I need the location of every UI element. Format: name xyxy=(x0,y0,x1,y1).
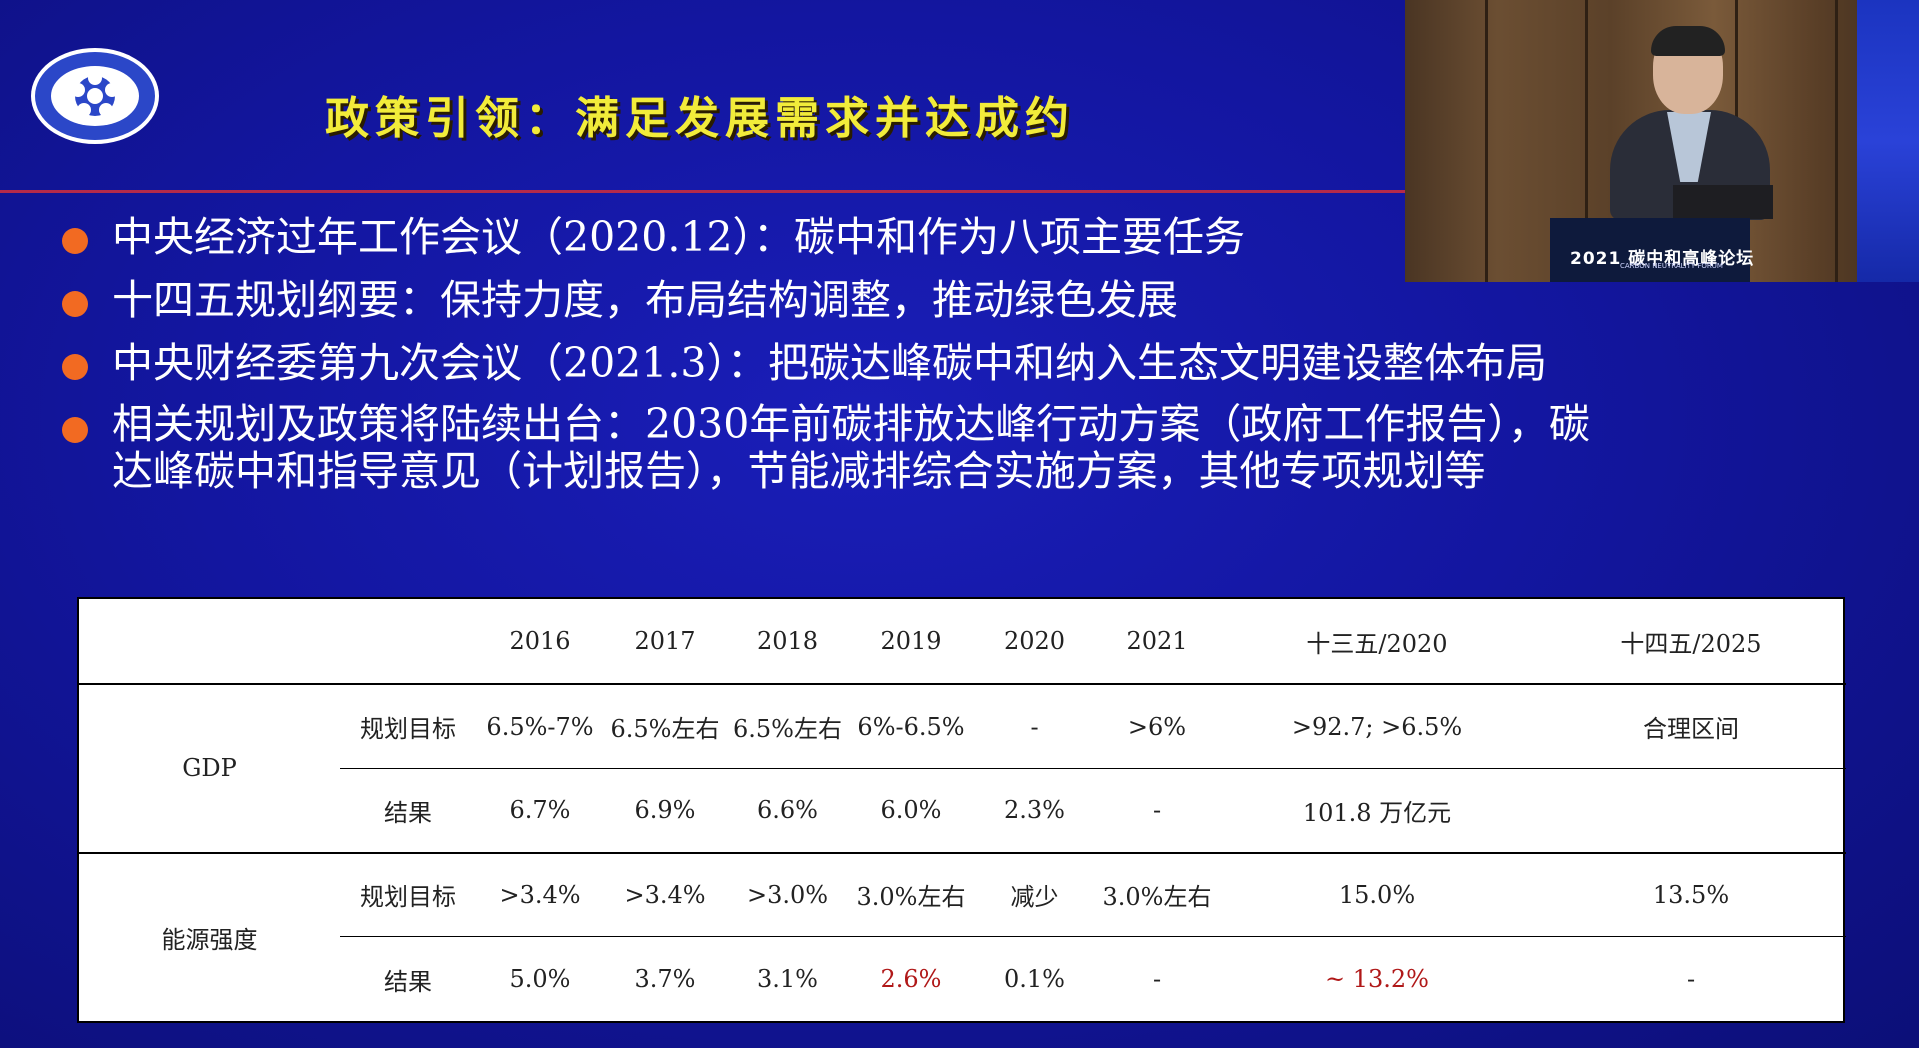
bullet-text-continued: 达峰碳中和指导意见（计划报告），节能减排综合实施方案，其他专项规划等 xyxy=(112,447,1486,495)
table-cell: 3.1% xyxy=(757,965,818,994)
row-label: 规划目标 xyxy=(340,684,476,769)
header-cell: 十三五/2020 xyxy=(1218,599,1536,686)
header-cell: 2018 xyxy=(726,599,849,686)
table-cell: 3.7% xyxy=(634,965,696,994)
table-cell: 6.6% xyxy=(726,768,849,854)
table-cell: 3.0%左右 xyxy=(1096,852,1218,938)
table-cell: 6.5%左右 xyxy=(726,684,849,769)
table-cell xyxy=(1536,768,1846,854)
table-cell: 2.3% xyxy=(973,768,1096,854)
table-cell: 15.0% xyxy=(1218,852,1536,938)
header-cell: 2017 xyxy=(604,599,726,686)
table-cell: 6.5%左右 xyxy=(604,684,726,769)
slide-title: 政策引领：满足发展需求并达成约 xyxy=(325,93,1075,144)
targets-table: 2016 2017 2018 2019 2020 2021 十三五/2020 十… xyxy=(79,599,1846,1021)
header-cell: 2019 xyxy=(849,599,973,686)
table-cell: 6.5%-7% xyxy=(476,684,604,769)
speaker-hair xyxy=(1651,26,1725,56)
bullet-item: 中央财经委第九次会议（2021.3）：把碳达峰碳中和纳入生态文明建设整体布局 xyxy=(60,338,1860,389)
bullet-item: 中央经济过年工作会议（2020.12）：碳中和作为八项主要任务 xyxy=(60,212,1860,263)
bullet-text: 相关规划及政策将陆续出台：2030年前碳排放达峰行动方案（政府工作报告），碳 xyxy=(112,400,1590,448)
bullet-dot-icon xyxy=(62,228,88,254)
bullet-dot-icon xyxy=(62,417,88,443)
table-cell-highlight: 2.6% xyxy=(880,965,942,994)
group-label: GDP xyxy=(79,684,340,854)
header-cell-empty xyxy=(340,599,476,686)
table-cell: 6%-6.5% xyxy=(849,684,973,769)
table-row: GDP 规划目标 6.5%-7% 6.5%左右 6.5%左右 6%-6.5% -… xyxy=(79,684,1846,854)
table-cell: >3.4% xyxy=(476,852,604,938)
table-cell: >3.4% xyxy=(604,852,726,938)
table-cell: 减少 xyxy=(973,852,1096,938)
wall-panel xyxy=(1585,0,1588,282)
table-cell: - xyxy=(1686,965,1696,994)
table-cell: 6.9% xyxy=(604,768,726,854)
podium-banner-text: 2021 碳中和高峰论坛 xyxy=(1570,249,1755,269)
row-label: 规划目标 xyxy=(340,852,476,938)
title-divider xyxy=(0,190,1919,193)
bullet-item: 相关规划及政策将陆续出台：2030年前碳排放达峰行动方案（政府工作报告），碳 达… xyxy=(60,401,1860,495)
table-row: 结果 5.0% 3.7% 3.1% 2.6% 0.1% - ~ 13.2% - xyxy=(79,937,1846,1021)
wall-panel xyxy=(1835,0,1838,282)
bullet-dot-icon xyxy=(62,354,88,380)
bullet-dot-icon xyxy=(62,291,88,317)
table-cell: - xyxy=(1096,768,1218,854)
table-cell: 5.0% xyxy=(509,965,571,994)
table-row: 结果 6.7% 6.9% 6.6% 6.0% 2.3% - 101.8 万亿元 xyxy=(79,768,1846,854)
header-cell: 十四五/2025 xyxy=(1536,599,1846,686)
header-cell: 2020 xyxy=(973,599,1096,686)
group-label: 能源强度 xyxy=(161,925,258,954)
table-cell-highlight: ~ 13.2% xyxy=(1325,965,1429,994)
table-cell: >92.7; >6.5% xyxy=(1218,684,1536,769)
speaker-video-overlay: 2021 碳中和高峰论坛 CARBON NEUTRALITY FORUM xyxy=(1405,0,1919,282)
table-cell: 合理区间 xyxy=(1536,684,1846,769)
table-row: 能源强度 规划目标 >3.4% >3.4% >3.0% 3.0%左右 减少 3.… xyxy=(79,852,1846,954)
table-cell: - xyxy=(1152,965,1162,994)
table-cell: 6.7% xyxy=(476,768,604,854)
row-label: 结果 xyxy=(384,967,432,996)
podium xyxy=(1550,218,1750,282)
bullet-list: 中央经济过年工作会议（2020.12）：碳中和作为八项主要任务 十四五规划纲要：… xyxy=(60,212,1860,507)
academy-logo-icon xyxy=(31,48,159,144)
wall-panel xyxy=(1485,0,1488,282)
table-cell: >3.0% xyxy=(726,852,849,938)
bullet-item: 十四五规划纲要：保持力度，布局结构调整，推动绿色发展 xyxy=(60,275,1860,326)
bullet-text: 中央经济过年工作会议（2020.12）：碳中和作为八项主要任务 xyxy=(112,213,1246,261)
header-cell: 2016 xyxy=(476,599,604,686)
header-cell: 2021 xyxy=(1096,599,1218,686)
bullet-text: 十四五规划纲要：保持力度，布局结构调整，推动绿色发展 xyxy=(112,276,1178,324)
table-cell: 101.8 万亿元 xyxy=(1218,768,1536,854)
table-cell: 0.1% xyxy=(1004,965,1065,994)
podium-banner-subtext: CARBON NEUTRALITY FORUM xyxy=(1620,262,1723,270)
laptop-icon xyxy=(1673,185,1773,219)
table-header-row: 2016 2017 2018 2019 2020 2021 十三五/2020 十… xyxy=(79,599,1846,686)
table-cell: 13.5% xyxy=(1536,852,1846,938)
header-cell-empty xyxy=(79,599,340,686)
row-label: 结果 xyxy=(340,768,476,854)
table-cell: >6% xyxy=(1096,684,1218,769)
table-cell: - xyxy=(973,684,1096,769)
table-cell: 3.0%左右 xyxy=(849,852,973,938)
targets-table-panel: 2016 2017 2018 2019 2020 2021 十三五/2020 十… xyxy=(77,597,1846,1023)
bullet-text: 中央财经委第九次会议（2021.3）：把碳达峰碳中和纳入生态文明建设整体布局 xyxy=(112,339,1547,387)
projection-screen-edge xyxy=(1857,0,1919,282)
table-cell: 6.0% xyxy=(849,768,973,854)
